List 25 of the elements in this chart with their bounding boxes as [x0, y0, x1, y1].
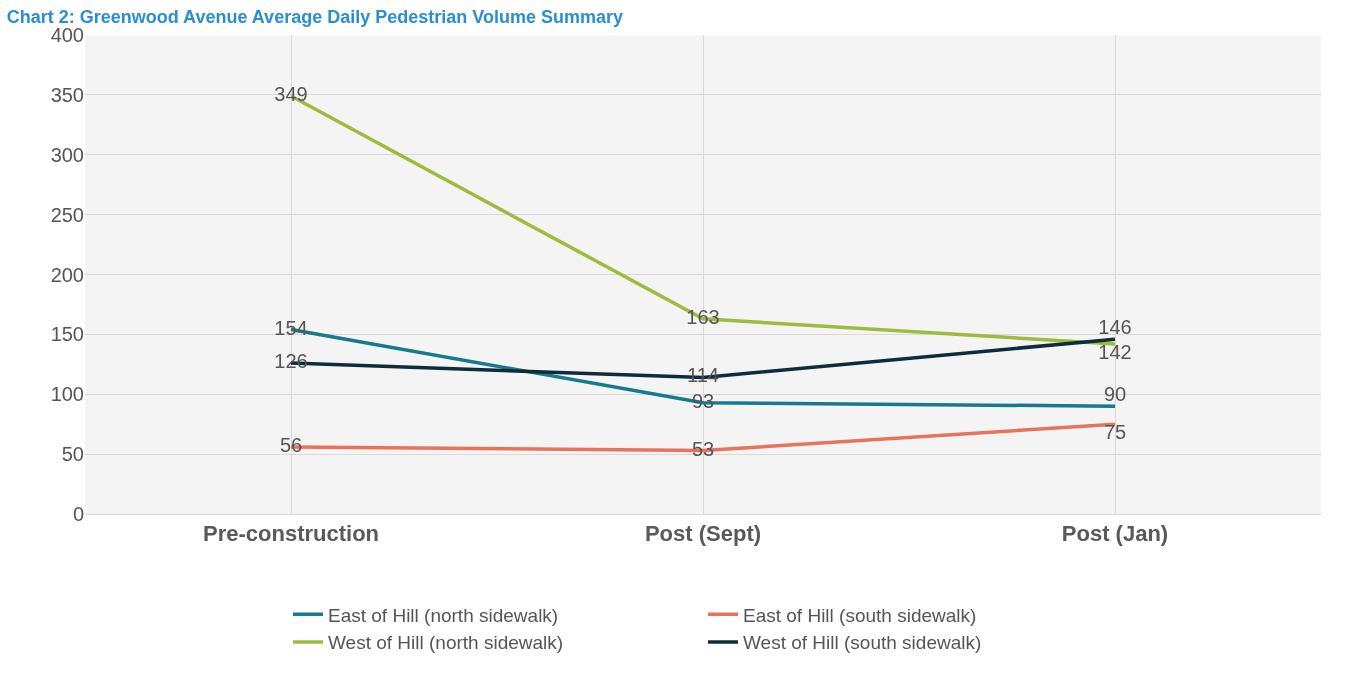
- legend-label: West of Hill (south sidewalk): [743, 632, 982, 654]
- data-label: 349: [274, 83, 308, 106]
- data-label: 146: [1098, 316, 1132, 339]
- chart-title: Chart 2: Greenwood Avenue Average Daily Pedestrian Volume Summary: [6, 6, 623, 27]
- legend-label: West of Hill (north sidewalk): [328, 632, 564, 654]
- y-tick-label: 400: [50, 24, 84, 46]
- x-tick-label: Post (Jan): [1061, 521, 1169, 547]
- data-label: 126: [274, 350, 308, 373]
- legend-label: East of Hill (south sidewalk): [743, 604, 977, 626]
- y-tick-label: 200: [50, 263, 84, 286]
- data-label: 90: [1103, 383, 1127, 406]
- data-label: 142: [1098, 340, 1132, 363]
- y-tick-label: 150: [50, 323, 84, 346]
- data-label: 75: [1103, 421, 1127, 444]
- y-tick-label: 50: [61, 443, 84, 466]
- y-tick-label: 300: [50, 143, 84, 166]
- y-tick-label: 100: [50, 383, 84, 406]
- y-tick-label: 250: [50, 203, 84, 226]
- x-tick-label: Post (Sept): [644, 521, 762, 547]
- data-label: 56: [279, 433, 303, 456]
- x-tick-label: Pre-construction: [202, 521, 380, 547]
- y-tick-label: 0: [72, 503, 84, 525]
- data-label: 154: [274, 316, 308, 339]
- y-tick-label: 350: [50, 83, 84, 106]
- legend-label: East of Hill (north sidewalk): [328, 604, 559, 626]
